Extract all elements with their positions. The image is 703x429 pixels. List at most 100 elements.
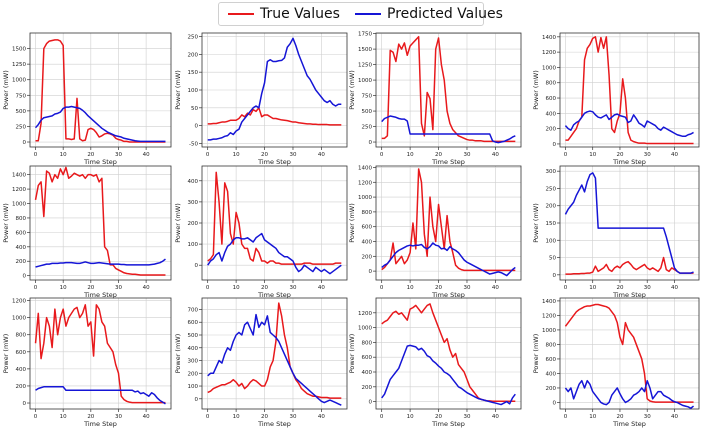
x-tick-label: 40 xyxy=(492,414,499,420)
x-tick-label: 30 xyxy=(644,414,651,420)
x-tick-label: 0 xyxy=(206,414,210,420)
chart-4: 0 200 400 600 800 1000 1200 1400 0 10 20 30 40 Time S… xyxy=(532,32,700,166)
y-axis-label: Power (mW) xyxy=(2,334,10,374)
y-tick-label: 600 xyxy=(16,230,27,236)
plot-frame xyxy=(559,32,700,148)
x-tick-label: 20 xyxy=(616,414,623,420)
x-tick-label: 40 xyxy=(318,414,325,420)
y-tick-label: 300 xyxy=(188,359,199,365)
series-line-true xyxy=(207,171,342,265)
x-axis-label: Time Step xyxy=(257,158,291,166)
x-tick-label: 20 xyxy=(616,152,623,158)
x-tick-label: 0 xyxy=(34,285,38,291)
y-tick-label: 150 xyxy=(546,221,557,227)
y-tick-label: 100 xyxy=(188,384,199,390)
plot-frame xyxy=(201,297,348,410)
x-tick-label: 30 xyxy=(289,285,296,291)
x-tick-label: 30 xyxy=(289,152,296,158)
chart-5: 0 200 400 600 800 1000 1200 1400 0 10 20 30 40 Time S… xyxy=(2,165,172,299)
y-tick-label: 1200 xyxy=(12,187,26,193)
y-tick-label: 0 xyxy=(553,400,557,406)
series-line-pred xyxy=(564,110,694,138)
y-axis-label: Power (mW) xyxy=(532,203,540,243)
y-axis-label: Power (mW) xyxy=(348,70,356,110)
x-tick-label: 40 xyxy=(671,285,678,291)
y-tick-label: 50 xyxy=(191,106,198,112)
x-tick-label: 0 xyxy=(34,152,38,158)
y-tick-label: 400 xyxy=(188,346,199,352)
y-tick-label: -50 xyxy=(189,141,198,147)
y-tick-label: 400 xyxy=(16,245,27,251)
y-tick-label: 150 xyxy=(188,70,199,76)
y-tick-label: 1250 xyxy=(12,62,26,68)
series-line-true xyxy=(34,166,166,276)
y-tick-label: 1200 xyxy=(542,313,556,319)
x-tick-label: 40 xyxy=(492,152,499,158)
y-tick-label: 50 xyxy=(549,256,556,262)
chart-1: 0 250 500 750 1000 1250 1500 0 10 20 30 40 Time Step… xyxy=(2,32,172,166)
y-tick-label: 400 xyxy=(546,371,557,377)
y-tick-label: 250 xyxy=(362,125,373,131)
y-tick-label: 1000 xyxy=(542,65,556,71)
x-tick-label: 30 xyxy=(463,285,470,291)
x-tick-label: 20 xyxy=(87,152,94,158)
legend-item-true: True Values xyxy=(228,3,340,25)
y-axis-label: Power (mW) xyxy=(2,203,10,243)
x-tick-label: 0 xyxy=(380,152,384,158)
y-tick-label: 600 xyxy=(188,320,199,326)
y-tick-label: 600 xyxy=(546,357,557,363)
x-tick-label: 30 xyxy=(115,152,122,158)
y-tick-label: 800 xyxy=(362,340,373,346)
y-tick-label: 1250 xyxy=(358,63,372,69)
y-tick-label: 100 xyxy=(188,242,199,248)
x-tick-label: 0 xyxy=(380,285,384,291)
y-tick-label: 200 xyxy=(546,386,557,392)
y-tick-label: 0 xyxy=(369,269,373,275)
legend-swatch-pred xyxy=(355,13,381,15)
y-axis-label: Power (mW) xyxy=(174,203,182,243)
plot-frame xyxy=(375,165,522,281)
x-tick-label: 40 xyxy=(143,152,150,158)
x-tick-label: 0 xyxy=(564,152,568,158)
legend: True Values Predicted Values xyxy=(218,2,503,26)
x-tick-label: 0 xyxy=(564,414,568,420)
legend-label-pred: Predicted Values xyxy=(387,6,503,22)
series-line-true xyxy=(565,36,694,145)
x-tick-label: 40 xyxy=(671,414,678,420)
legend-label-true: True Values xyxy=(260,6,340,22)
x-axis-label: Time Step xyxy=(257,420,291,428)
y-tick-label: 0 xyxy=(553,273,557,279)
y-tick-label: 250 xyxy=(16,124,27,130)
x-tick-label: 20 xyxy=(261,152,268,158)
series-line-pred xyxy=(381,115,516,144)
y-tick-label: 600 xyxy=(546,96,557,102)
y-tick-label: 200 xyxy=(362,385,373,391)
y-tick-label: 400 xyxy=(188,179,199,185)
y-tick-label: 500 xyxy=(16,109,27,115)
x-axis-label: Time Step xyxy=(431,420,465,428)
chart-9: 0 200 400 600 800 1000 1200 0 10 20 30 40 Time Step P… xyxy=(2,297,172,428)
series-line-true xyxy=(564,303,694,403)
x-tick-label: 0 xyxy=(380,414,384,420)
y-tick-label: 800 xyxy=(546,81,557,87)
y-tick-label: 400 xyxy=(362,370,373,376)
x-tick-label: 20 xyxy=(616,285,623,291)
x-tick-label: 20 xyxy=(261,414,268,420)
x-tick-label: 20 xyxy=(435,152,442,158)
y-tick-label: 0 xyxy=(23,401,27,407)
y-tick-label: 600 xyxy=(16,350,27,356)
y-tick-label: 1000 xyxy=(12,78,26,84)
x-tick-label: 0 xyxy=(34,414,38,420)
series-line-true xyxy=(565,256,694,275)
x-axis-label: Time Step xyxy=(431,291,465,299)
y-axis-label: Power (mW) xyxy=(532,334,540,374)
y-tick-label: 0 xyxy=(369,140,373,146)
y-tick-label: 400 xyxy=(362,240,373,246)
y-tick-label: 1400 xyxy=(12,173,26,179)
y-tick-label: 750 xyxy=(362,94,373,100)
legend-swatch-true xyxy=(228,13,254,15)
plot-frame xyxy=(375,32,522,148)
y-tick-label: 800 xyxy=(16,333,27,339)
x-tick-label: 30 xyxy=(463,152,470,158)
x-tick-label: 30 xyxy=(463,414,470,420)
